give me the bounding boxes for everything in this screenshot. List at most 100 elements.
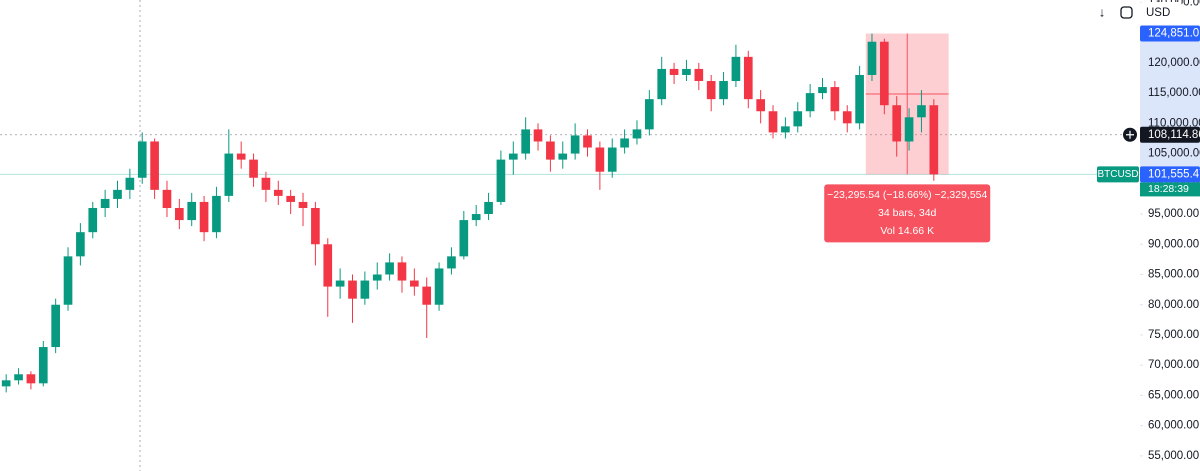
candle-body [249, 159, 258, 178]
candle-body [521, 129, 530, 154]
measure-tooltip-text: −23,295.54 (−18.66%) −2,329,554 [827, 189, 987, 201]
countdown-box [1140, 182, 1200, 197]
y-tick-label: 90,000.00 [1148, 238, 1199, 250]
candle-body [187, 201, 197, 221]
candle-body [150, 141, 159, 190]
candle-body [706, 81, 716, 100]
candle-body [929, 105, 939, 175]
candle-body [311, 207, 320, 245]
candle-body [793, 111, 803, 127]
candle-body [212, 195, 221, 233]
candle-body [570, 135, 580, 154]
candle-body [768, 111, 778, 133]
candle-body [805, 93, 815, 112]
candle-body [867, 41, 877, 75]
y-tick-label: 95,000.00 [1148, 208, 1199, 220]
y-tick-label: 80,000.00 [1148, 299, 1199, 311]
candle-body [137, 141, 147, 178]
candle-body [657, 68, 667, 100]
candle-body [595, 147, 605, 172]
crosshair-add-icon [1126, 130, 1134, 139]
candle-body [694, 68, 704, 82]
candle-body [533, 129, 543, 142]
candle-body [175, 207, 184, 221]
candle-body [397, 262, 407, 281]
candle-body [459, 220, 469, 257]
candle-body [261, 177, 271, 190]
candle-body [335, 280, 345, 287]
candle-body [348, 280, 357, 299]
candle-body [917, 105, 926, 118]
price-label-box [1140, 25, 1200, 42]
candle-body [298, 201, 308, 208]
currency-button[interactable] [1140, 2, 1182, 24]
symbol-label-box [1097, 166, 1139, 183]
candle-body [904, 117, 914, 142]
candle-body [286, 195, 295, 202]
candle-body [781, 126, 790, 133]
candle-body [224, 153, 234, 196]
candle-body [51, 304, 60, 348]
candle-body [100, 198, 110, 208]
candle-body [892, 105, 902, 142]
candle-body [645, 99, 654, 130]
candle-body [818, 87, 827, 94]
candle-body [162, 189, 172, 208]
candle-body [880, 41, 889, 106]
candle-body [669, 68, 679, 75]
candle-body [1, 380, 11, 387]
candle-body [88, 207, 98, 233]
download-icon[interactable]: ↓ [1099, 4, 1106, 19]
candle-body [199, 201, 209, 233]
candle-body [434, 268, 444, 305]
y-tick-label: 70,000.00 [1148, 359, 1199, 371]
y-tick-label: 85,000.00 [1148, 269, 1199, 281]
candle-body [76, 232, 85, 257]
currency-label[interactable]: USD [1146, 7, 1170, 19]
candle-body [113, 189, 122, 199]
candle-body [508, 153, 518, 160]
candle-body [385, 262, 394, 275]
candle-body [273, 189, 283, 196]
candle-body [855, 74, 864, 124]
candle-body [410, 280, 419, 287]
y-tick-label: 55,000.00 [1148, 450, 1199, 462]
y-tick-label: 120,000.00 [1148, 57, 1200, 69]
candle-body [842, 111, 852, 124]
fullscreen-icon[interactable] [1120, 6, 1133, 19]
y-tick-label: 105,000.00 [1148, 148, 1200, 160]
candle-body [484, 201, 493, 215]
y-tick-label: 65,000.00 [1148, 389, 1199, 401]
price-label: 124,851.01 [1148, 28, 1200, 40]
measure-tooltip-text: Vol 14.66 K [880, 225, 934, 237]
candle-body [583, 135, 592, 148]
candle-body [26, 374, 36, 384]
y-tick-label: 110,000.00 [1148, 117, 1200, 129]
candle-body [620, 138, 629, 148]
measure-tooltip [824, 184, 991, 243]
candle-body [236, 153, 246, 160]
candle-body [422, 286, 432, 305]
y-tick-label: 115,000.00 [1148, 87, 1200, 99]
candle-body [558, 153, 568, 160]
candle-body [607, 147, 617, 172]
price-label-box [1140, 166, 1200, 183]
candle-body [496, 159, 506, 202]
candle-body [756, 99, 765, 112]
candle-body [14, 374, 23, 381]
candle-body [38, 347, 48, 384]
candle-body [471, 214, 481, 221]
price-label: 108,114.86 [1148, 129, 1200, 141]
candle-body [731, 56, 741, 82]
overlay-layer: −23,295.54 (−18.66%) −2,329,554 34 bars, … [824, 25, 1200, 243]
candle-body [360, 280, 370, 299]
candle-body [719, 81, 728, 100]
price-label: 101,555.47 [1148, 168, 1200, 180]
candle-body [830, 87, 840, 112]
y-tick-label: 60,000.00 [1148, 420, 1199, 432]
candle-body [125, 177, 135, 190]
toolbar: ↓ USD [1099, 2, 1182, 24]
price-label-box [1140, 126, 1200, 143]
candles [1, 33, 939, 393]
